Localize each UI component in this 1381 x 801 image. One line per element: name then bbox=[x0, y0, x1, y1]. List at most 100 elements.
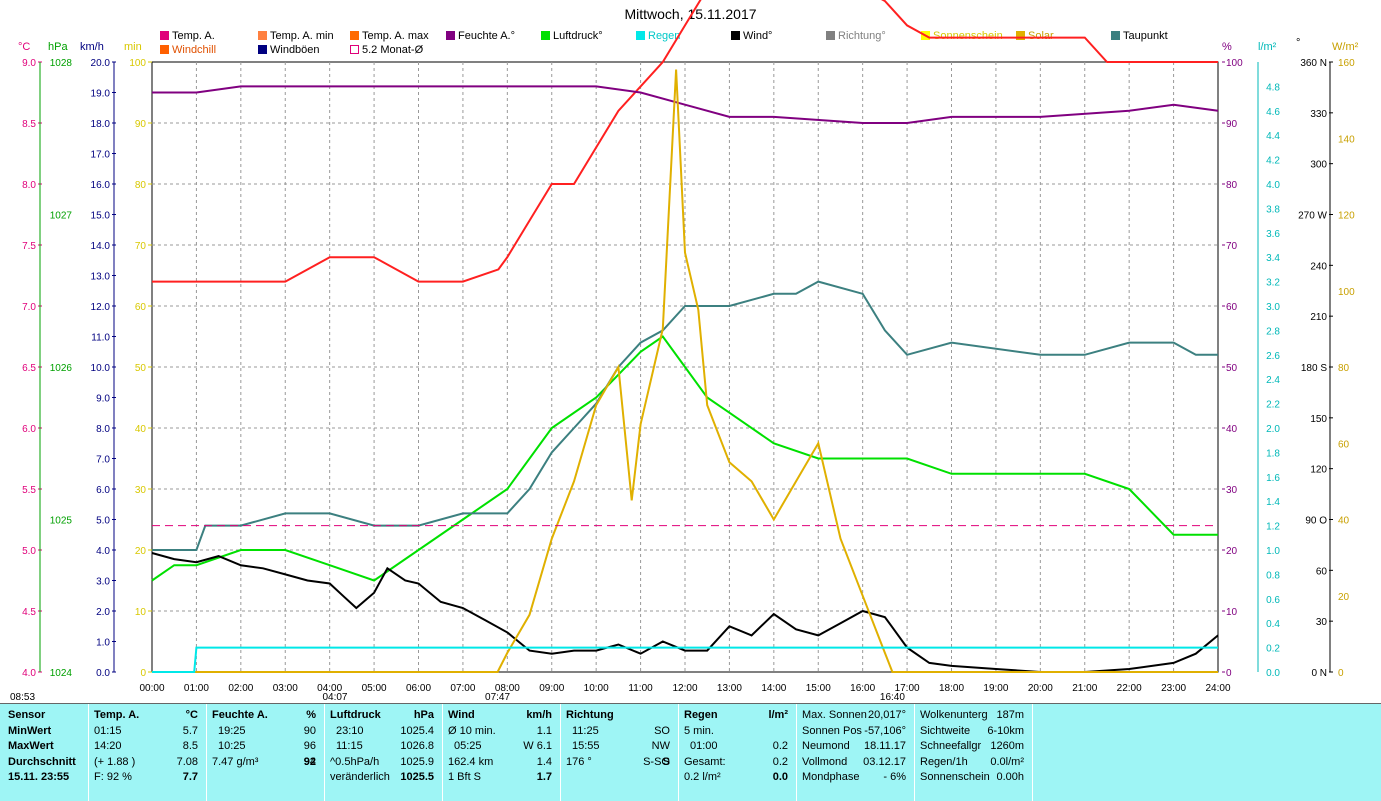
axis-tick-kmh: 17.0 bbox=[91, 150, 111, 161]
stats-value: 1.4 bbox=[536, 755, 552, 768]
divider bbox=[796, 704, 797, 801]
axis-tick-time: 22:00 bbox=[1117, 683, 1142, 694]
stats-label: Wolkenunterg bbox=[920, 709, 988, 721]
legend-feuchte: Feuchte A.° bbox=[446, 30, 515, 42]
axis-tick-kmh: 9.0 bbox=[96, 394, 110, 405]
legend-label: Temp. A. max bbox=[362, 30, 429, 42]
legend-swatch bbox=[446, 31, 455, 40]
stats-row-label: Durchschnitt bbox=[8, 755, 76, 768]
axis-tick-percent: 50 bbox=[1226, 363, 1238, 374]
legend-temp: Temp. A. bbox=[160, 30, 215, 42]
axis-tick-time: 05:00 bbox=[362, 683, 387, 694]
axis-tick-wm2: 60 bbox=[1338, 439, 1350, 450]
axis-tick-hpa: 1027 bbox=[50, 211, 73, 222]
stats-value: 92 bbox=[303, 755, 316, 768]
stats-header: Temp. A. bbox=[94, 709, 140, 721]
axis-tick-wm2: 40 bbox=[1338, 516, 1350, 527]
axis-tick-kmh: 18.0 bbox=[91, 119, 111, 130]
legend-label: Sonnenschein bbox=[933, 30, 1003, 42]
stats-row-label: 15.11. 23:55 bbox=[8, 771, 70, 784]
series-line-0 bbox=[152, 0, 1218, 283]
axis-tick-kmh: 15.0 bbox=[91, 211, 111, 222]
legend: Temp. A. Temp. A. min Temp. A. max Feuch… bbox=[0, 30, 1381, 60]
axis-tick-celsius: 6.0 bbox=[22, 424, 36, 435]
stats-label: Regen/1h bbox=[920, 755, 968, 768]
divider bbox=[1032, 704, 1033, 801]
axis-tick-deg: 150 bbox=[1310, 414, 1327, 425]
stats-wolken: Wolkenunterg 187m Sichtweite 6-10km Schnee… bbox=[920, 708, 1030, 786]
legend-swatch bbox=[350, 31, 359, 40]
axis-tick-percent: 20 bbox=[1226, 546, 1238, 557]
legend-swatch bbox=[541, 31, 550, 40]
axis-tick-lm2: 2.4 bbox=[1266, 375, 1280, 386]
axis-unit-wm2: W/m² bbox=[1332, 41, 1359, 53]
stats-header: Luftdruck bbox=[330, 709, 381, 721]
axis-tick-deg: 30 bbox=[1316, 617, 1328, 628]
axis-tick-lm2: 3.2 bbox=[1266, 278, 1280, 289]
chart-title: Mittwoch, 15.11.2017 bbox=[624, 6, 757, 22]
divider bbox=[560, 704, 561, 801]
divider bbox=[678, 704, 679, 801]
axis-tick-deg: 90 O bbox=[1305, 516, 1327, 527]
axis-tick-lm2: 1.0 bbox=[1266, 546, 1280, 557]
axis-tick-kmh: 13.0 bbox=[91, 272, 111, 283]
stats-panel: Sensor MinWert MaxWert Durchschnitt 15.1… bbox=[0, 703, 1381, 801]
axis-tick-time: 16:00 bbox=[850, 683, 875, 694]
axis-tick-time: 15:00 bbox=[806, 683, 831, 694]
legend-swatch bbox=[1016, 31, 1025, 40]
stats-value: 1026.8 bbox=[400, 740, 434, 753]
axis-tick-deg: 0 N bbox=[1311, 668, 1327, 679]
stats-value: 1.1 bbox=[536, 724, 552, 737]
stats-time: 0.2 l/m² bbox=[684, 771, 721, 784]
axis-tick-min: 90 bbox=[135, 119, 147, 130]
axis-tick-time: 02:00 bbox=[228, 683, 253, 694]
stats-value: 1025.9 bbox=[400, 755, 434, 768]
stats-unit: km/h bbox=[526, 709, 552, 721]
stats-time: 11:25 bbox=[572, 724, 599, 737]
axis-tick-kmh: 7.0 bbox=[96, 455, 110, 466]
stats-time: 05:25 bbox=[454, 740, 482, 753]
axis-tick-kmh: 5.0 bbox=[96, 516, 110, 527]
legend-label: Feuchte A.° bbox=[458, 30, 515, 42]
axis-tick-percent: 70 bbox=[1226, 241, 1238, 252]
legend-wind: Wind° bbox=[731, 30, 772, 42]
legend-swatch bbox=[1111, 31, 1120, 40]
legend-label: Temp. A. bbox=[172, 30, 215, 42]
axis-unit-hpa: hPa bbox=[48, 41, 68, 53]
divider bbox=[914, 704, 915, 801]
axis-tick-deg: 330 bbox=[1310, 109, 1327, 120]
stats-time: 10:25 bbox=[218, 740, 246, 753]
axis-tick-time: 08:00 bbox=[495, 683, 520, 694]
stats-time: F: 92 % bbox=[94, 771, 132, 784]
axis-tick-kmh: 1.0 bbox=[96, 638, 110, 649]
axis-tick-time: 14:00 bbox=[761, 683, 786, 694]
axis-tick-deg: 180 S bbox=[1301, 363, 1327, 374]
stats-time: 23:10 bbox=[336, 724, 364, 737]
stats-value: 1025.4 bbox=[400, 724, 434, 737]
axis-tick-kmh: 10.0 bbox=[91, 363, 111, 374]
axis-tick-time: 24:00 bbox=[1205, 683, 1230, 694]
stats-time: 14:20 bbox=[94, 740, 122, 753]
stats-value: S bbox=[662, 755, 670, 768]
axis-tick-lm2: 3.4 bbox=[1266, 253, 1280, 264]
marker-time: 04:07 bbox=[322, 692, 347, 700]
stats-time: Ø 10 min. bbox=[448, 724, 496, 737]
axis-tick-min: 70 bbox=[135, 241, 147, 252]
axis-tick-min: 50 bbox=[135, 363, 147, 374]
legend-windboeen: Windböen bbox=[258, 44, 320, 56]
axis-tick-kmh: 12.0 bbox=[91, 302, 111, 313]
legend-label: Windböen bbox=[270, 44, 320, 56]
axis-tick-lm2: 2.2 bbox=[1266, 400, 1280, 411]
axis-tick-time: 19:00 bbox=[983, 683, 1008, 694]
axis-tick-time: 03:00 bbox=[273, 683, 298, 694]
series-line-6 bbox=[152, 646, 1218, 673]
legend-label: Luftdruck° bbox=[553, 30, 603, 42]
stats-value: NW bbox=[651, 740, 670, 753]
legend-label: Richtung° bbox=[838, 30, 886, 42]
axis-tick-min: 30 bbox=[135, 485, 147, 496]
stats-value: 6-10km bbox=[987, 724, 1024, 737]
axis-tick-lm2: 4.6 bbox=[1266, 107, 1280, 118]
legend-swatch bbox=[636, 31, 645, 40]
axis-tick-kmh: 11.0 bbox=[91, 333, 110, 344]
axis-tick-kmh: 6.0 bbox=[96, 485, 110, 496]
